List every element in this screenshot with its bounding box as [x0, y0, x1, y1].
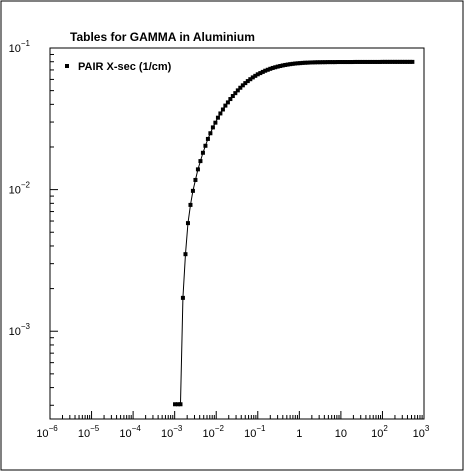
data-point	[178, 402, 182, 406]
data-point	[198, 159, 202, 163]
data-point	[211, 125, 215, 129]
data-point	[193, 178, 197, 182]
data-point	[410, 60, 414, 64]
data-point	[216, 116, 220, 120]
data-point	[183, 252, 187, 256]
legend: PAIR X-sec (1/cm)	[65, 61, 172, 73]
data-point	[186, 221, 190, 225]
data-point	[181, 296, 185, 300]
data-point	[213, 121, 217, 125]
data-point	[203, 144, 207, 148]
data-point	[188, 203, 192, 207]
legend-label: PAIR X-sec (1/cm)	[78, 61, 172, 73]
data-point	[208, 131, 212, 135]
data-point	[221, 107, 225, 111]
data-point	[206, 137, 210, 141]
legend-marker	[65, 64, 69, 68]
data-point	[201, 151, 205, 155]
x-tick-label: 10	[335, 428, 347, 440]
data-point	[196, 167, 200, 171]
data-point	[218, 111, 222, 115]
x-tick-label: 1	[296, 428, 302, 440]
data-point	[191, 189, 195, 193]
chart-title: Tables for GAMMA in Aluminium	[70, 30, 255, 44]
